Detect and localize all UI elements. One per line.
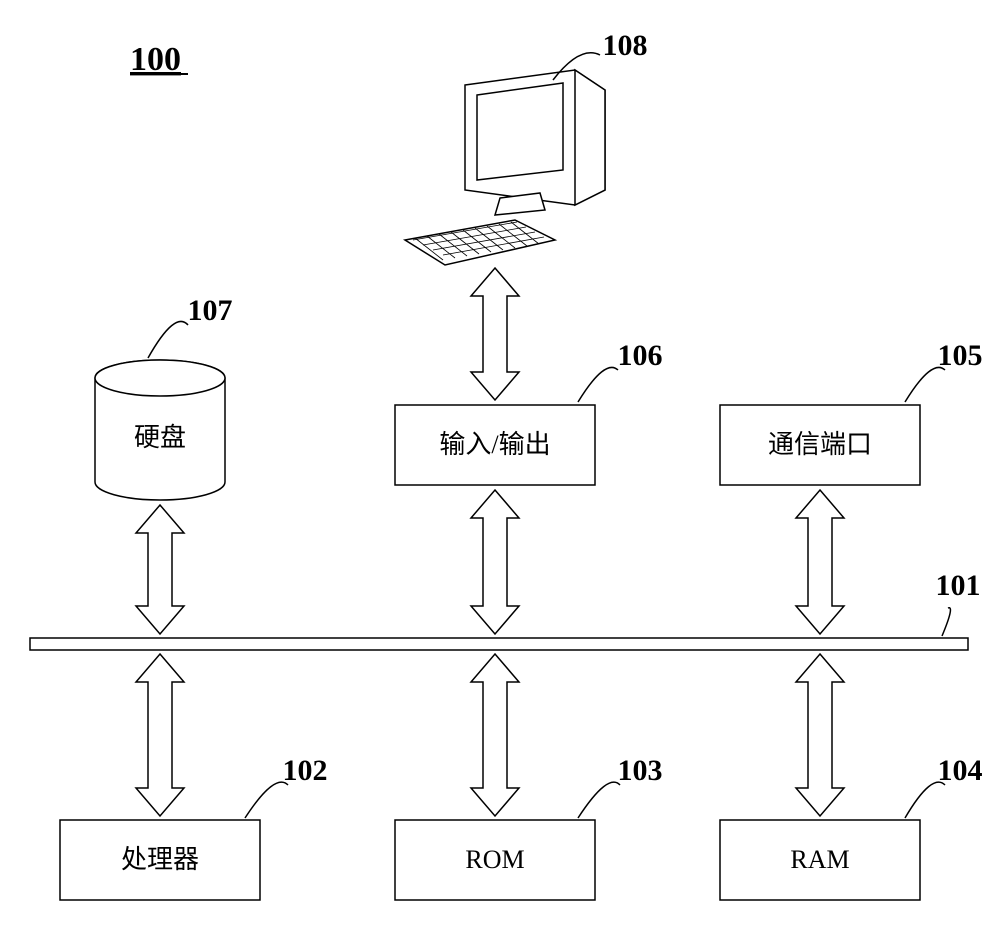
node-rom: ROM [395,820,595,900]
leader-line [148,321,188,358]
ref-100: 100 [130,41,181,78]
node-label-cpu: 处理器 [121,845,199,874]
node-label-rom: ROM [465,845,524,874]
ref-104: 104 [938,754,983,787]
node-pc [405,70,605,265]
node-disk: 硬盘 [95,360,225,500]
ref-101: 101 [936,569,981,602]
leader-line [905,367,945,402]
ref-106: 106 [618,339,663,372]
system-block-diagram: 硬盘 输入/输出 通信端口处理器 ROM RAM 100 108 107 106 105 101 10… [0,0,1000,926]
node-io: 输入/输出 [395,405,595,485]
ref-107: 107 [188,294,233,327]
ref-102: 102 [283,754,328,787]
node-ram: RAM [720,820,920,900]
node-label-io: 输入/输出 [439,430,550,459]
leader-line [578,782,620,818]
node-comm: 通信端口 [720,405,920,485]
bus-arrow [796,490,844,634]
bus-arrow [136,654,184,816]
bus-arrow [136,505,184,634]
node-label-comm: 通信端口 [768,430,872,459]
system-bus [30,638,968,650]
bus-arrow [471,654,519,816]
node-label-ram: RAM [790,845,849,874]
ref-108: 108 [603,29,648,62]
ref-103: 103 [618,754,663,787]
leader-line [245,782,288,818]
leader-line [942,608,950,636]
bus-arrow [471,268,519,400]
bus-arrow [471,490,519,634]
leader-line [905,782,945,818]
node-label-disk: 硬盘 [134,423,186,452]
node-cpu: 处理器 [60,820,260,900]
bus-arrow [796,654,844,816]
leader-line [578,367,618,402]
ref-105: 105 [938,339,983,372]
